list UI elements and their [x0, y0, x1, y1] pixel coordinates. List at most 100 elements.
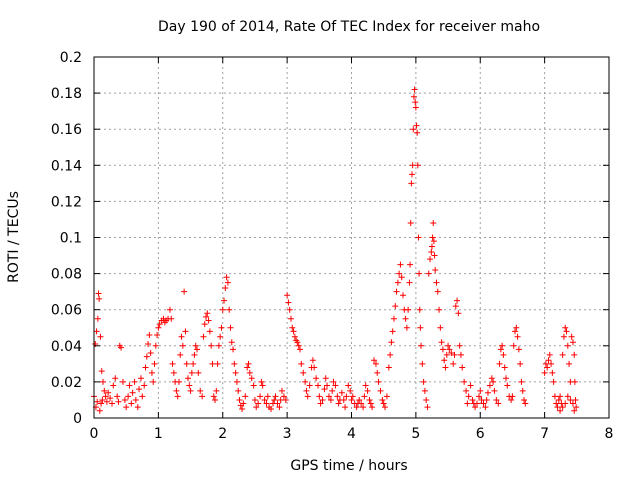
data-point — [425, 270, 432, 277]
data-point — [560, 333, 567, 340]
data-point — [259, 382, 266, 389]
data-point — [400, 292, 406, 299]
data-point — [413, 122, 420, 129]
data-point — [258, 378, 265, 385]
data-point — [381, 404, 388, 411]
data-point — [446, 346, 453, 353]
data-point — [287, 315, 294, 322]
data-point — [427, 256, 434, 263]
x-tick-label: 2 — [218, 426, 227, 442]
data-point — [300, 369, 307, 376]
y-tick-label: 0.2 — [60, 50, 82, 66]
data-point — [499, 342, 506, 349]
data-point — [445, 342, 452, 349]
data-point — [297, 346, 303, 353]
data-point — [553, 400, 560, 407]
data-point — [236, 396, 243, 403]
data-point — [477, 387, 484, 394]
data-point — [150, 378, 157, 385]
data-point — [154, 331, 161, 338]
data-point — [451, 351, 458, 358]
x-tick-label: 7 — [540, 426, 549, 442]
data-point — [475, 393, 482, 400]
data-point — [501, 364, 508, 371]
data-point — [257, 393, 264, 400]
data-point — [245, 360, 252, 367]
data-point — [338, 389, 345, 396]
data-point — [417, 324, 424, 331]
data-point — [226, 306, 233, 313]
data-point — [200, 333, 207, 340]
data-point — [403, 324, 410, 331]
data-point — [465, 393, 472, 400]
x-tick-label: 3 — [283, 426, 292, 442]
data-point — [452, 303, 459, 310]
data-point — [105, 389, 112, 396]
data-point — [109, 400, 116, 407]
data-point — [277, 396, 284, 403]
data-point — [371, 357, 378, 364]
data-point — [94, 398, 101, 405]
data-point — [219, 306, 226, 313]
data-point — [134, 404, 141, 411]
data-point — [282, 396, 289, 403]
data-point — [428, 243, 435, 250]
data-point — [518, 378, 525, 385]
data-point — [409, 171, 416, 178]
data-point — [316, 393, 323, 400]
data-point — [504, 382, 511, 389]
data-point — [508, 396, 515, 403]
data-point — [456, 342, 463, 349]
data-point — [173, 387, 180, 394]
data-point — [126, 382, 133, 389]
data-point — [100, 378, 107, 385]
data-point — [564, 393, 571, 400]
data-point — [280, 393, 287, 400]
data-point — [441, 357, 448, 364]
data-point — [428, 248, 435, 255]
data-point — [469, 396, 476, 403]
data-point — [380, 400, 387, 407]
data-point — [513, 324, 520, 331]
data-point — [517, 360, 524, 367]
data-point — [548, 360, 555, 367]
data-point — [571, 351, 578, 358]
data-point — [330, 378, 337, 385]
data-point — [137, 375, 144, 382]
data-point — [396, 270, 403, 277]
axis-ticks: 0 1 2 3 4 5 6 7 8 0 0.02 0.04 0.06 0.08 0.1 0.12 0.14 0.1… — [51, 50, 614, 442]
data-point — [188, 369, 195, 376]
data-point — [182, 328, 189, 335]
data-point — [110, 382, 117, 389]
data-point — [276, 404, 283, 411]
data-point — [366, 396, 373, 403]
data-point — [374, 369, 381, 376]
data-point — [393, 288, 400, 295]
data-point — [191, 351, 198, 358]
data-point — [409, 162, 416, 169]
data-point — [412, 104, 419, 111]
data-point — [239, 405, 246, 412]
data-point — [512, 328, 519, 335]
data-point — [457, 351, 464, 358]
data-point — [278, 387, 285, 394]
chart-title: Day 190 of 2014, Rate Of TEC Index for r… — [158, 19, 540, 35]
data-point — [228, 339, 235, 346]
data-point — [306, 382, 313, 389]
data-point — [298, 360, 305, 367]
data-point — [294, 339, 301, 346]
data-point — [147, 350, 154, 357]
data-point — [271, 396, 278, 403]
data-point — [414, 129, 421, 136]
data-point — [510, 342, 517, 349]
data-point — [407, 261, 414, 268]
data-point — [405, 306, 412, 313]
data-point — [284, 292, 291, 299]
data-point — [121, 396, 128, 403]
data-point — [418, 342, 425, 349]
data-point — [319, 396, 326, 403]
data-point — [177, 351, 184, 358]
y-tick-label: 0.08 — [51, 267, 82, 283]
data-point — [362, 382, 369, 389]
